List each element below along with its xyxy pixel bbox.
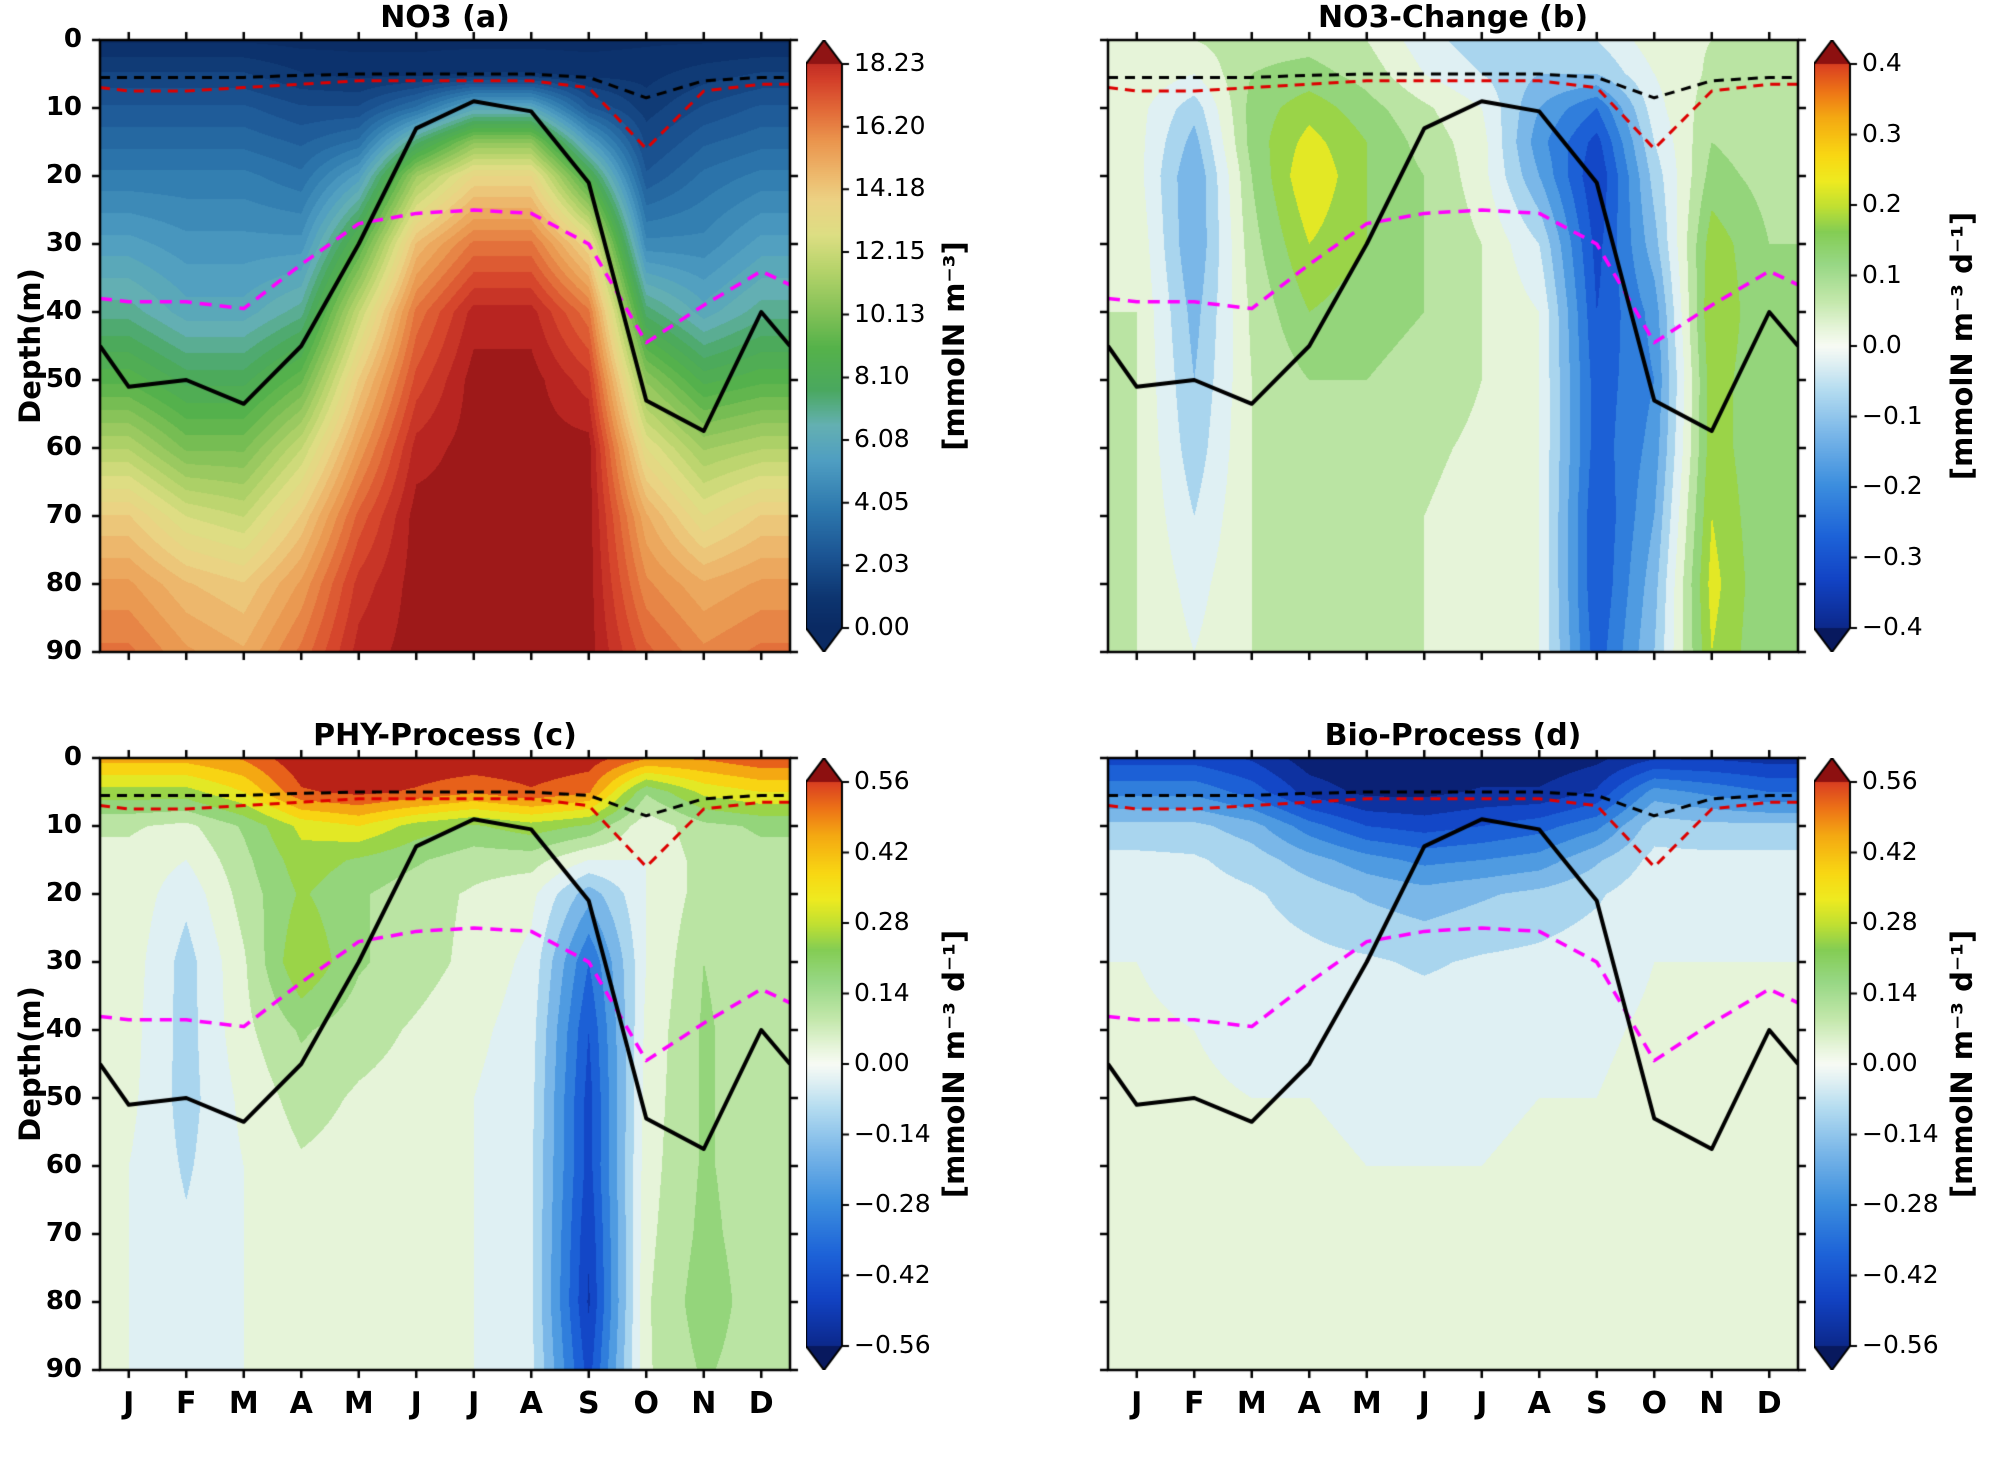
colorbar-tick-label: 0.28	[854, 907, 910, 936]
month-label: O	[1641, 1386, 1668, 1421]
contour-plot-b	[1094, 26, 1812, 666]
colorbar-tick-label: 0.56	[1862, 766, 1918, 795]
colorbar-tick-label: −0.42	[1862, 1259, 1939, 1289]
month-label: J	[1418, 1386, 1430, 1421]
month-label: J	[123, 1386, 135, 1421]
y-tick-label: 40	[45, 296, 82, 326]
y-tick-label: 80	[45, 1286, 82, 1316]
month-label: A	[289, 1386, 313, 1421]
colorbar-tick-label: 0.42	[854, 836, 910, 866]
colorbar-tick-label: 10.13	[854, 298, 926, 328]
colorbar-tick-label: 0.3	[1862, 118, 1902, 148]
month-label: A	[1297, 1386, 1321, 1421]
colorbar-tick-label: 0.1	[1862, 259, 1902, 289]
colorbar-tick-label: −0.1	[1862, 400, 1923, 430]
month-label: M	[343, 1386, 374, 1421]
month-label: M	[228, 1386, 259, 1421]
colorbar-tick-label: 0.4	[1862, 48, 1902, 77]
month-label: N	[1699, 1386, 1725, 1421]
month-label: A	[1527, 1386, 1551, 1421]
colorbar-tick-label: −0.56	[1862, 1330, 1939, 1359]
month-label: J	[468, 1386, 480, 1421]
y-tick-label: 50	[45, 364, 82, 394]
month-label: S	[577, 1386, 600, 1421]
month-label: D	[748, 1386, 774, 1421]
y-tick-label: 70	[45, 1218, 82, 1248]
colorbar-c	[806, 758, 856, 1370]
colorbar-a	[806, 40, 856, 652]
colorbar-tick-label: 6.08	[854, 423, 910, 453]
y-tick-label: 10	[45, 810, 82, 840]
y-tick-label: 0	[63, 24, 82, 54]
colorbar-tick-label: −0.28	[1862, 1189, 1939, 1218]
contour-plot-c	[86, 744, 804, 1384]
colorbar-tick-label: 0.28	[1862, 907, 1918, 936]
month-label: S	[1585, 1386, 1608, 1421]
colorbar-tick-label: 0.00	[854, 1048, 910, 1077]
colorbar-tick-label: 0.42	[1862, 836, 1918, 866]
colorbar-tick-label: 8.10	[854, 361, 910, 391]
month-label: O	[633, 1386, 660, 1421]
colorbar-tick-label: −0.4	[1862, 612, 1923, 641]
colorbar-unit-c: [mmolN m⁻³ d⁻¹]	[937, 929, 971, 1199]
colorbar-tick-label: 2.03	[854, 549, 910, 579]
y-tick-label: 90	[45, 636, 82, 666]
month-label: D	[1756, 1386, 1782, 1421]
colorbar-d	[1814, 758, 1864, 1370]
contour-plot-a	[86, 26, 804, 666]
colorbar-tick-label: 4.05	[854, 486, 910, 516]
colorbar-tick-label: 18.23	[854, 48, 926, 77]
colorbar-tick-label: −0.2	[1862, 471, 1923, 500]
month-label: M	[1351, 1386, 1382, 1421]
colorbar-unit-b: [mmolN m⁻³ d⁻¹]	[1945, 211, 1979, 481]
colorbar-tick-label: 0.0	[1862, 330, 1902, 359]
month-label: F	[176, 1386, 197, 1421]
y-tick-label: 30	[45, 228, 82, 258]
y-axis-label-top: Depth(m)	[13, 268, 47, 424]
colorbar-tick-label: 0.2	[1862, 189, 1902, 218]
month-label: F	[1184, 1386, 1205, 1421]
month-label: J	[1131, 1386, 1143, 1421]
y-tick-label: 0	[63, 742, 82, 772]
colorbar-b	[1814, 40, 1864, 652]
colorbar-tick-label: 14.18	[854, 173, 926, 203]
y-tick-label: 60	[45, 432, 82, 462]
y-tick-label: 90	[45, 1354, 82, 1384]
y-tick-label: 50	[45, 1082, 82, 1112]
y-tick-label: 40	[45, 1014, 82, 1044]
month-label: J	[1476, 1386, 1488, 1421]
y-axis-label-bottom: Depth(m)	[13, 986, 47, 1142]
y-tick-label: 20	[45, 160, 82, 190]
y-tick-label: 70	[45, 500, 82, 530]
colorbar-tick-label: 0.56	[854, 766, 910, 795]
month-label: A	[519, 1386, 543, 1421]
colorbar-tick-label: −0.42	[854, 1259, 931, 1289]
month-label: N	[691, 1386, 717, 1421]
contour-plot-d	[1094, 744, 1812, 1384]
colorbar-tick-label: 12.15	[854, 236, 926, 266]
colorbar-tick-label: −0.3	[1862, 541, 1923, 571]
colorbar-tick-label: −0.56	[854, 1330, 931, 1359]
colorbar-unit-d: [mmolN m⁻³ d⁻¹]	[1945, 929, 1979, 1199]
month-label: M	[1236, 1386, 1267, 1421]
y-tick-label: 80	[45, 568, 82, 598]
y-tick-label: 60	[45, 1150, 82, 1180]
colorbar-unit-a: [mmolN m⁻³]	[937, 241, 971, 451]
y-tick-label: 30	[45, 946, 82, 976]
colorbar-tick-label: 16.20	[854, 110, 926, 140]
colorbar-tick-label: 0.00	[1862, 1048, 1918, 1077]
y-tick-label: 20	[45, 878, 82, 908]
colorbar-tick-label: 0.00	[854, 612, 910, 641]
colorbar-tick-label: −0.14	[1862, 1118, 1939, 1148]
colorbar-tick-label: −0.28	[854, 1189, 931, 1218]
colorbar-tick-label: 0.14	[854, 977, 910, 1007]
colorbar-tick-label: −0.14	[854, 1118, 931, 1148]
colorbar-tick-label: 0.14	[1862, 977, 1918, 1007]
month-label: J	[410, 1386, 422, 1421]
y-tick-label: 10	[45, 92, 82, 122]
